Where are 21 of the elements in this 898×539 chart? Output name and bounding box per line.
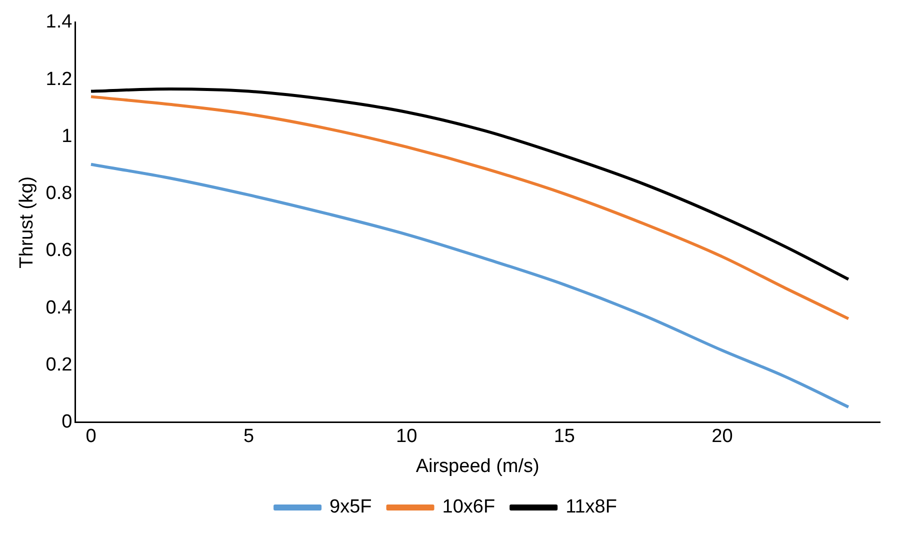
- y-tick-label: 0.8: [46, 183, 72, 204]
- y-axis-title: Thrust (kg): [16, 176, 38, 268]
- y-tick-label: 1: [62, 126, 72, 147]
- legend-label: 11x8F: [566, 496, 617, 518]
- x-tick-label: 15: [554, 426, 575, 448]
- x-axis-title: Airspeed (m/s): [416, 456, 540, 477]
- line-series: [89, 95, 850, 320]
- y-tick-label: 0.2: [46, 354, 72, 376]
- legend-label: 9x5F: [330, 496, 372, 518]
- y-tick-label: 0: [62, 412, 72, 433]
- y-tick-label: 1.4: [46, 12, 73, 33]
- line-series: [89, 162, 850, 408]
- x-tick-label: 0: [86, 426, 96, 448]
- legend-label: 10x6F: [442, 496, 496, 518]
- y-tick-label: 0.6: [46, 240, 72, 262]
- y-tick-label: 1.2: [46, 68, 72, 90]
- y-tick-label: 0.4: [46, 297, 73, 318]
- line-series: [89, 87, 850, 281]
- x-tick-label: 10: [396, 426, 418, 448]
- x-tick-label: 5: [244, 426, 254, 448]
- x-tick-label: 20: [712, 426, 733, 448]
